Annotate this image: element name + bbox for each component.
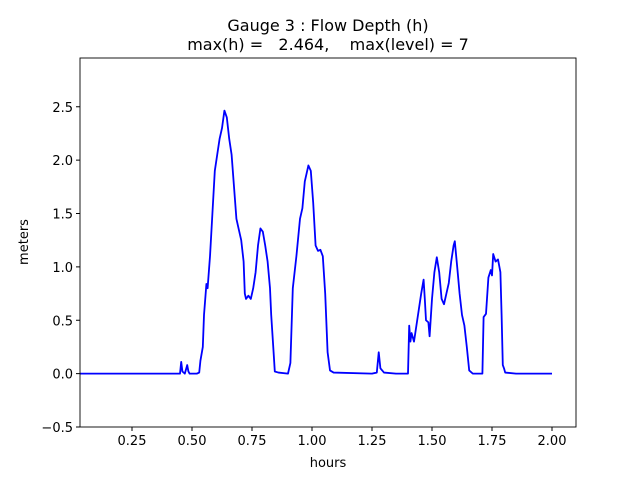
x-tick-label: 2.00	[538, 434, 567, 449]
x-axis-label: hours	[310, 456, 347, 471]
x-tick-label: 0.75	[238, 434, 267, 449]
x-tick-label: 0.50	[178, 434, 207, 449]
y-tick-label: 1.0	[52, 261, 73, 276]
y-axis-label: meters	[17, 219, 32, 265]
chart-subtitle: max(h) = 2.464, max(level) = 7	[187, 35, 469, 54]
chart-title: Gauge 3 : Flow Depth (h)	[227, 16, 428, 35]
y-tick-label: 2.5	[52, 101, 73, 116]
x-tick-label: 0.25	[118, 434, 147, 449]
x-tick-label: 1.00	[298, 434, 327, 449]
y-tick-label: 0.5	[52, 314, 73, 329]
y-tick-label: 2.0	[52, 154, 73, 169]
x-tick-label: 1.75	[478, 434, 507, 449]
y-tick-label: −0.5	[41, 421, 73, 436]
x-tick-label: 1.50	[418, 434, 447, 449]
y-tick-label: 0.0	[52, 368, 73, 383]
x-tick-label: 1.25	[358, 434, 387, 449]
data-line	[80, 109, 552, 375]
y-tick-label: 1.5	[52, 208, 73, 223]
plot-frame	[79, 57, 577, 428]
